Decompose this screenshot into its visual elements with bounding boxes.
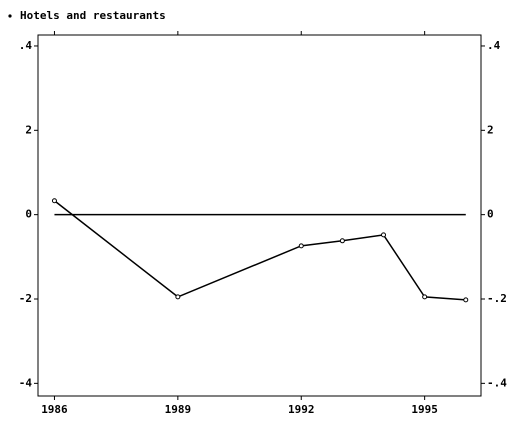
- y2-tick-label: .4: [487, 39, 501, 52]
- x-tick-label: 1992: [288, 403, 315, 416]
- y-tick-label: -2: [19, 292, 32, 305]
- plot-frame: [37, 34, 482, 397]
- x-tick-label: 1989: [165, 403, 192, 416]
- data-point: [463, 297, 469, 303]
- y-tick-label: .4: [19, 39, 33, 52]
- data-point: [175, 294, 181, 300]
- data-point: [381, 232, 387, 238]
- data-point: [422, 294, 428, 300]
- legend-marker: [8, 14, 12, 18]
- y-tick-label: -4: [19, 376, 33, 389]
- x-tick-label: 1986: [41, 403, 68, 416]
- y-tick-label: 0: [25, 208, 32, 221]
- x-tick-label: 1995: [411, 403, 438, 416]
- data-point: [51, 198, 57, 204]
- legend-label: Hotels and restaurants: [20, 9, 166, 22]
- y2-tick-label: -.2: [487, 292, 507, 305]
- data-point: [298, 243, 304, 249]
- y2-tick-label: -.4: [487, 376, 507, 389]
- y-tick-label: 2: [25, 123, 32, 136]
- y2-tick-label: 2: [487, 123, 494, 136]
- data-point: [339, 238, 345, 244]
- series-line: [53, 200, 466, 301]
- y2-tick-label: 0: [487, 208, 494, 221]
